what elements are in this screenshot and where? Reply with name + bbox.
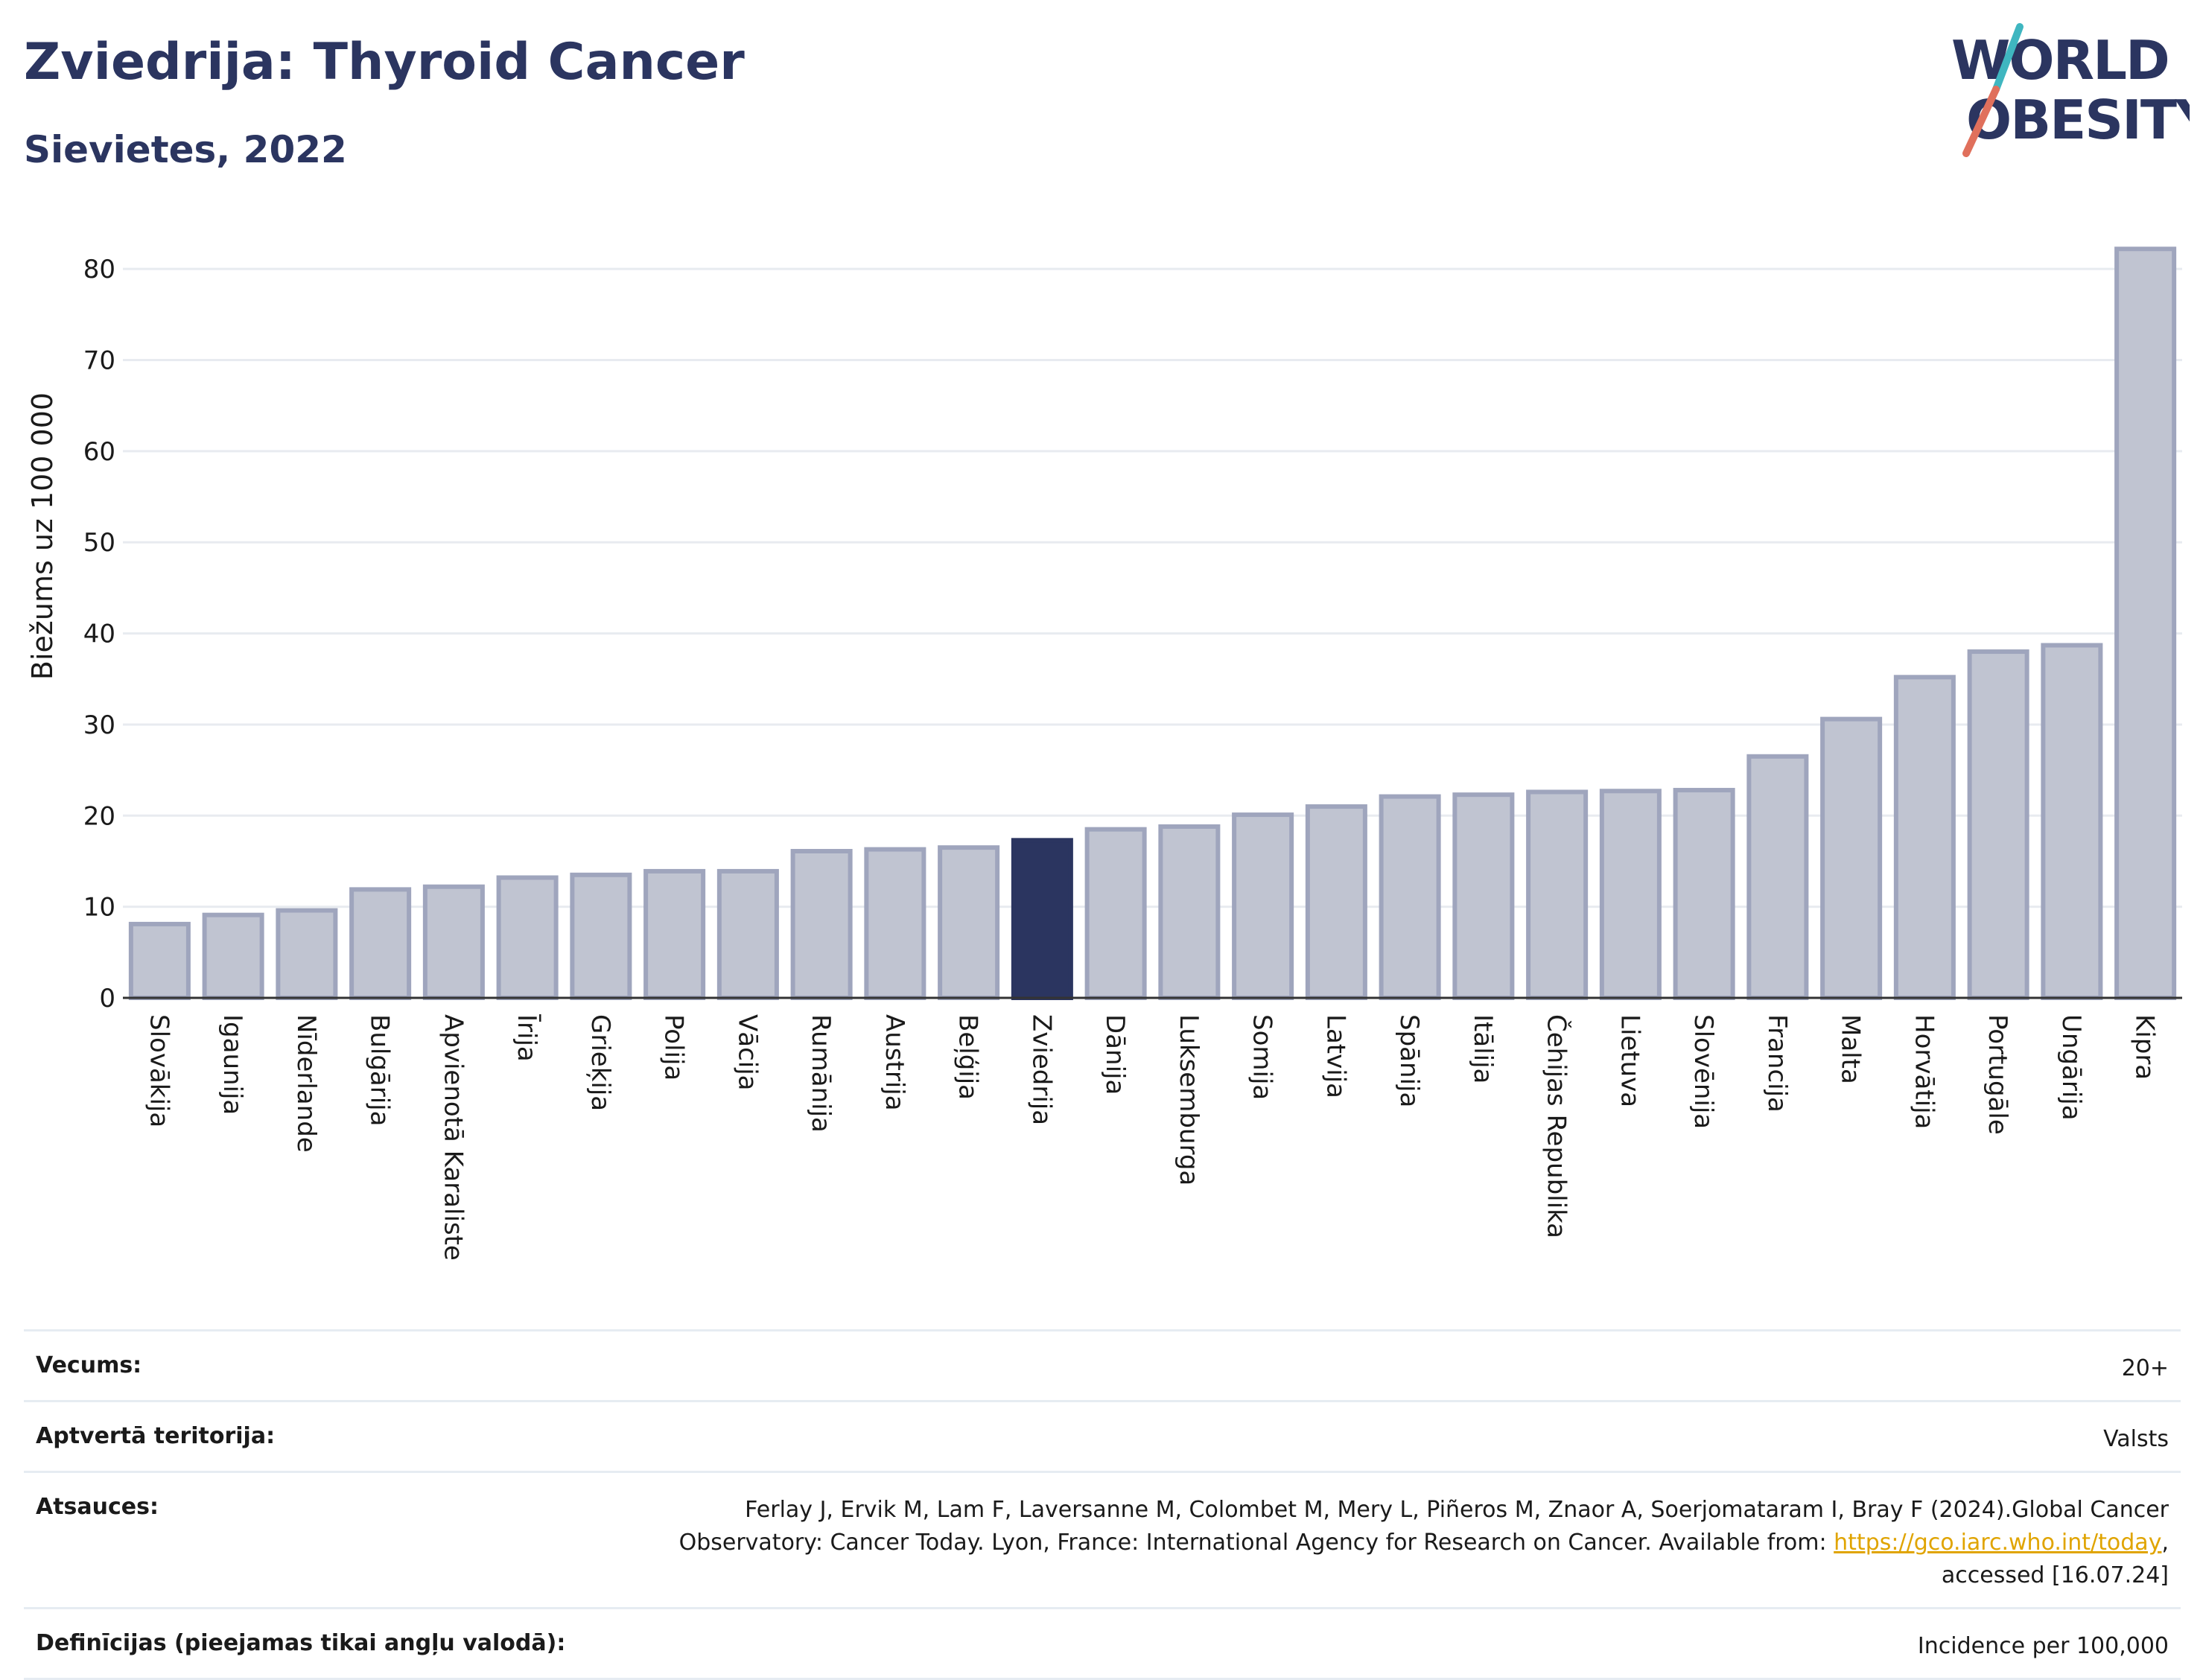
bar-12[interactable] [1011, 838, 1073, 1000]
bar-27[interactable] [2114, 246, 2177, 1000]
x-tick-label: Dānija [1100, 1014, 1130, 1095]
x-tick-label: Latvija [1320, 1014, 1350, 1098]
x-tick-label: Vācija [732, 1014, 762, 1091]
y-tick-label: 50 [83, 528, 115, 558]
info-row-references: Atsauces: Ferlay J, Ervik M, Lam F, Lave… [24, 1471, 2181, 1607]
age-value: 20+ [2121, 1355, 2169, 1381]
coverage-label: Aptvertā teritorija: [36, 1423, 276, 1449]
bars [128, 246, 2177, 1001]
bar-26[interactable] [2041, 643, 2103, 1001]
y-tick-label: 30 [83, 710, 115, 740]
x-tick-label: Igaunija [217, 1014, 247, 1115]
x-tick-label: Slovēnija [1688, 1014, 1718, 1129]
bar-3[interactable] [349, 887, 412, 1001]
info-row-age: Vecums: 20+ [24, 1329, 2181, 1400]
x-tick-label: Polija [659, 1014, 689, 1081]
x-tick-label: Beļģija [953, 1014, 983, 1100]
x-tick-label: Itālija [1468, 1014, 1498, 1084]
bar-6[interactable] [570, 872, 632, 1001]
x-tick-label: Zviedrija [1026, 1014, 1056, 1125]
definitions-label: Definīcijas (pieejamas tikai angļu valod… [36, 1630, 566, 1656]
bar-22[interactable] [1746, 754, 1809, 1000]
x-tick-label: Malta [1836, 1014, 1866, 1084]
x-tick-label: Rumānija [806, 1014, 836, 1133]
x-tick-label: Čehijas Republika [1542, 1014, 1572, 1238]
y-axis-ticks: 0 10 20 30 40 50 60 70 80 [83, 255, 115, 1014]
references-label: Atsauces: [36, 1494, 159, 1520]
svg-text:WORLD: WORLD [1951, 29, 2169, 92]
age-label: Vecums: [36, 1352, 142, 1378]
bar-9[interactable] [790, 849, 853, 1001]
bar-19[interactable] [1526, 789, 1589, 1000]
x-axis-labels: Slovākija Igaunija Nīderlande Bulgārija Apvi… [144, 1014, 2159, 1261]
y-tick-label: 20 [83, 801, 115, 831]
bar-4[interactable] [422, 884, 485, 1001]
bar-25[interactable] [1967, 649, 2029, 1000]
bar-8[interactable] [716, 868, 779, 1000]
page-subtitle: Sievietes, 2022 [24, 128, 347, 171]
bar-2[interactable] [276, 908, 338, 1001]
bar-10[interactable] [864, 847, 926, 1000]
bar-0[interactable] [128, 921, 191, 1000]
bar-18[interactable] [1452, 792, 1515, 1000]
y-tick-label: 80 [83, 255, 115, 284]
x-tick-label: Somija [1247, 1014, 1277, 1100]
x-tick-label: Austrija [880, 1014, 909, 1111]
info-row-coverage: Aptvertā teritorija: Valsts [24, 1400, 2181, 1471]
x-tick-label: Portugāle [1983, 1014, 2012, 1135]
bar-1[interactable] [202, 912, 264, 1000]
x-tick-label: Lietuva [1615, 1014, 1644, 1107]
bar-20[interactable] [1599, 789, 1662, 1001]
coverage-value: Valsts [2103, 1426, 2169, 1452]
x-tick-label: Grieķija [585, 1014, 615, 1111]
x-tick-label: Luksemburga [1174, 1014, 1204, 1186]
y-axis-title: Biežums uz 100 000 [26, 392, 59, 680]
x-tick-label: Ungārija [2056, 1014, 2086, 1121]
x-tick-label: Slovākija [144, 1014, 174, 1127]
bar-16[interactable] [1305, 804, 1367, 1000]
references-value: Ferlay J, Ervik M, Lam F, Laversanne M, … [605, 1494, 2169, 1592]
bar-11[interactable] [938, 845, 1000, 1001]
bar-5[interactable] [496, 875, 559, 1001]
world-obesity-logo: WORLD OBESITY [1951, 23, 2190, 157]
references-accessed: , accessed [16.07.24] [1941, 1530, 2169, 1588]
y-tick-label: 60 [83, 437, 115, 467]
y-tick-label: 40 [83, 620, 115, 649]
bar-21[interactable] [1673, 788, 1735, 1000]
x-tick-label: Francija [1762, 1014, 1792, 1113]
svg-text:OBESITY: OBESITY [1966, 89, 2190, 151]
x-tick-label: Horvātija [1909, 1014, 1939, 1129]
definitions-value: Incidence per 100,000 [1917, 1633, 2169, 1659]
x-tick-label: Kipra [2130, 1014, 2160, 1080]
info-table: Vecums: 20+ Aptvertā teritorija: Valsts … [24, 1329, 2181, 1680]
bar-chart: 0 10 20 30 40 50 60 70 80 Slovākija Igaunija Nīder… [26, 246, 2182, 1261]
bar-17[interactable] [1379, 794, 1441, 1000]
y-tick-label: 70 [83, 346, 115, 376]
bar-23[interactable] [1820, 716, 1883, 1000]
bar-7[interactable] [643, 868, 706, 1000]
x-tick-label: Apvienotā Karaliste [438, 1014, 468, 1261]
y-tick-label: 10 [83, 893, 115, 923]
page-title: Zviedrija: Thyroid Cancer [24, 33, 745, 92]
x-tick-label: Spānija [1394, 1014, 1424, 1107]
bar-15[interactable] [1232, 812, 1294, 1001]
y-tick-label: 0 [99, 984, 115, 1014]
bar-13[interactable] [1084, 827, 1147, 1000]
x-tick-label: Bulgārija [365, 1014, 395, 1126]
references-link[interactable]: https://gco.iarc.who.int/today [1834, 1530, 2162, 1556]
bar-14[interactable] [1158, 824, 1221, 1000]
references-text: Ferlay J, Ervik M, Lam F, Laversanne M, … [678, 1497, 2169, 1556]
x-tick-label: Īrija [512, 1014, 541, 1062]
x-tick-label: Nīderlande [291, 1014, 321, 1153]
bar-24[interactable] [1893, 675, 1956, 1000]
info-row-definitions: Definīcijas (pieejamas tikai angļu valod… [24, 1607, 2181, 1680]
